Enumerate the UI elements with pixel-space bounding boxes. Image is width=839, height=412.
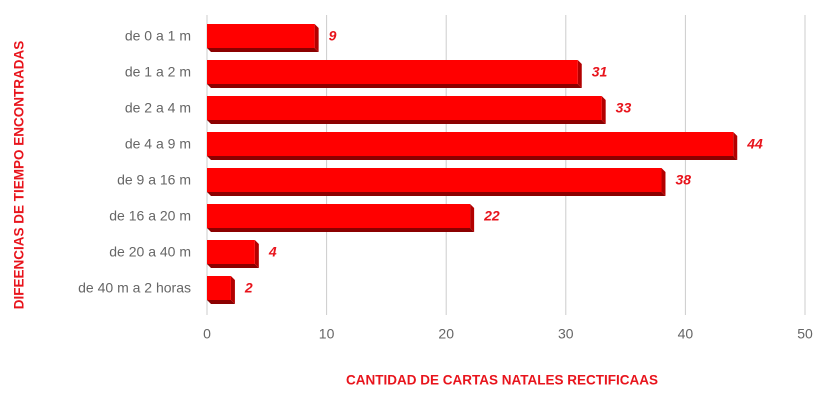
value-label: 22 — [483, 208, 500, 224]
y-tick-label: de 4 a 9 m — [125, 136, 191, 152]
x-tick-label: 30 — [558, 326, 574, 342]
x-tick-label: 40 — [678, 326, 694, 342]
value-label: 31 — [592, 64, 608, 80]
value-label: 4 — [268, 244, 277, 260]
bar — [207, 204, 471, 228]
y-tick-label: de 16 a 20 m — [109, 208, 191, 224]
bar-bottom — [207, 84, 582, 88]
x-tick-label: 10 — [319, 326, 335, 342]
bar-side — [661, 168, 666, 196]
y-tick-label: de 0 a 1 m — [125, 28, 191, 44]
value-label: 33 — [616, 100, 632, 116]
bar-bottom — [207, 156, 738, 160]
bar — [207, 168, 662, 192]
bar-side — [577, 60, 582, 88]
bar-side — [314, 24, 319, 52]
bar — [207, 240, 255, 264]
bar — [207, 132, 734, 156]
value-label: 2 — [244, 280, 253, 296]
value-label: 44 — [746, 136, 763, 152]
bar-bottom — [207, 120, 606, 124]
y-axis-title: DIFEENCIAS DE TIEMPO ENCONTRADAS — [12, 41, 27, 310]
bar — [207, 276, 231, 300]
bar — [207, 96, 602, 120]
bar-side — [733, 132, 738, 160]
bar-bottom — [207, 192, 666, 196]
bar-bottom — [207, 48, 319, 52]
x-tick-label: 20 — [438, 326, 454, 342]
bar-side — [230, 276, 235, 304]
y-tick-label: de 20 a 40 m — [109, 244, 191, 260]
bar-side — [470, 204, 475, 232]
bar-side — [601, 96, 606, 124]
bar-side — [254, 240, 259, 268]
bar — [207, 24, 315, 48]
bar-bottom — [207, 264, 259, 268]
value-label: 38 — [675, 172, 691, 188]
x-tick-label: 50 — [797, 326, 813, 342]
x-axis-title: CANTIDAD DE CARTAS NATALES RECTIFICAAS — [346, 373, 658, 388]
bar-bottom — [207, 300, 235, 304]
x-tick-label: 0 — [203, 326, 211, 342]
bar — [207, 60, 578, 84]
y-tick-label: de 1 a 2 m — [125, 64, 191, 80]
value-label: 9 — [329, 28, 337, 44]
y-tick-label: de 2 a 4 m — [125, 100, 191, 116]
y-tick-label: de 9 a 16 m — [117, 172, 191, 188]
bar-bottom — [207, 228, 475, 232]
y-tick-label: de 40 m a 2 horas — [78, 280, 191, 296]
